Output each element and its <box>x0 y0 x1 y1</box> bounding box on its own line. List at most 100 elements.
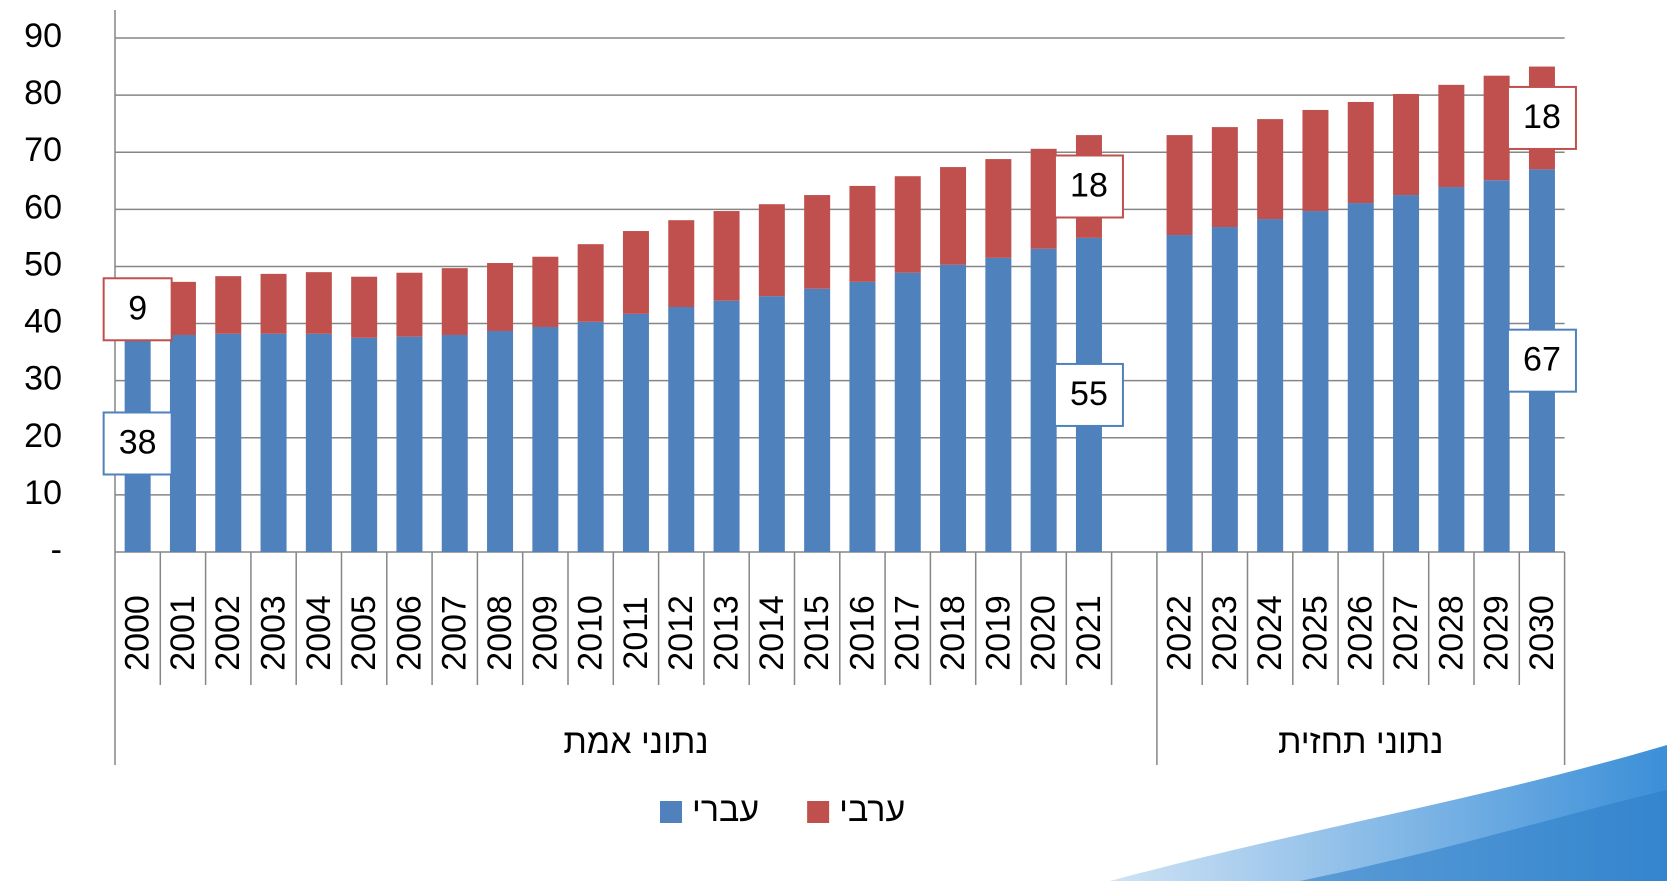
bar-segment <box>622 231 649 314</box>
bar-segment <box>758 204 785 297</box>
y-tick-label: 10 <box>24 474 62 512</box>
bar-segment <box>1166 135 1193 236</box>
y-tick-label: - <box>51 531 62 569</box>
bar-segment <box>1438 187 1465 552</box>
bar-segment <box>1302 211 1329 552</box>
bar-segment <box>1211 227 1238 552</box>
x-tick-label: 2030 <box>1523 595 1561 671</box>
data-label-box <box>1053 154 1124 219</box>
x-tick-label: 2012 <box>662 595 700 671</box>
bar-segment <box>1030 148 1057 249</box>
data-label: 38 <box>102 411 173 476</box>
bar-segment <box>758 296 785 552</box>
bar-segment <box>849 281 876 552</box>
bar-segment <box>351 337 378 552</box>
legend-label: ערבי <box>839 791 905 829</box>
bar-segment <box>668 220 695 307</box>
bar-segment <box>487 330 514 552</box>
bar-segment <box>668 306 695 552</box>
x-tick-label: 2024 <box>1251 595 1289 671</box>
data-label-box <box>1506 85 1577 150</box>
group-label: נתוני תחזית <box>1278 723 1444 761</box>
y-tick-label: 20 <box>24 417 62 455</box>
bar-segment <box>1438 84 1465 188</box>
bar-segment <box>894 272 921 552</box>
bar-segment <box>577 321 604 552</box>
bar-segment <box>532 326 559 552</box>
data-label-text: 38 <box>119 423 157 461</box>
data-label: 18 <box>1053 154 1124 219</box>
bar-segment <box>1030 248 1057 553</box>
legend-swatch <box>660 801 682 823</box>
bar-segment <box>1257 219 1284 552</box>
x-tick-label: 2022 <box>1161 595 1199 671</box>
data-label-text: 18 <box>1070 166 1108 204</box>
bar-segment <box>169 334 196 552</box>
bar-segment <box>985 257 1012 552</box>
bar-segment <box>396 336 423 552</box>
x-tick-label: 2019 <box>979 595 1017 671</box>
data-label: 18 <box>1506 85 1577 150</box>
x-tick-label: 2014 <box>753 595 791 671</box>
x-tick-label: 2015 <box>798 595 836 671</box>
bar-segment <box>985 159 1012 258</box>
bar-segment <box>713 300 740 552</box>
x-tick-label: 2020 <box>1025 595 1063 671</box>
data-label: 9 <box>102 277 173 342</box>
data-label-text: 67 <box>1523 341 1561 379</box>
bar-segment <box>940 264 967 552</box>
decoration <box>1300 790 1667 881</box>
x-tick-label: 2006 <box>390 595 428 671</box>
x-tick-label: 2010 <box>572 595 610 671</box>
bar-segment <box>894 176 921 273</box>
x-tick-label: 2011 <box>617 596 655 669</box>
data-label: 67 <box>1506 328 1577 393</box>
data-label-text: 18 <box>1523 98 1561 136</box>
x-tick-label: 2021 <box>1070 595 1108 671</box>
x-tick-label: 2007 <box>436 595 474 671</box>
bar-segment <box>1393 195 1420 553</box>
bar-segment <box>713 211 740 301</box>
data-label-text: 55 <box>1070 375 1108 413</box>
x-tick-label: 2008 <box>481 595 519 671</box>
x-tick-label: 2029 <box>1478 595 1516 671</box>
x-tick-label: 2028 <box>1432 595 1470 671</box>
x-tick-label: 2027 <box>1387 595 1425 671</box>
x-tick-label: 2018 <box>934 595 972 671</box>
x-tick-label: 2017 <box>889 595 927 671</box>
x-tick-label: 2000 <box>119 595 157 671</box>
bar-segment <box>1257 119 1284 220</box>
x-tick-label: 2005 <box>345 595 383 671</box>
x-tick-label: 2003 <box>255 595 293 671</box>
data-label-text: 9 <box>128 289 147 327</box>
bar-segment <box>441 268 468 335</box>
bar-segment <box>940 167 967 265</box>
bar-segment <box>487 263 514 331</box>
bar-segment <box>215 333 242 552</box>
bar-segment <box>804 288 831 552</box>
x-tick-label: 2004 <box>300 595 338 671</box>
y-tick-label: 40 <box>24 303 62 341</box>
bar-segment <box>396 272 423 337</box>
bar-segment <box>1347 101 1374 204</box>
legend-label: עברי <box>692 791 759 829</box>
data-label-box <box>102 411 173 476</box>
bar-segment <box>305 272 332 334</box>
bar-segment <box>577 244 604 322</box>
data-label-box <box>102 277 173 342</box>
data-label-box <box>1053 362 1124 427</box>
bar-segment <box>622 313 649 552</box>
y-tick-label: 60 <box>24 188 62 226</box>
bar-segment <box>1483 180 1510 552</box>
bar-segment <box>441 334 468 552</box>
x-tick-label: 2025 <box>1296 595 1334 671</box>
x-tick-label: 2026 <box>1342 595 1380 671</box>
bar-segment <box>169 281 196 335</box>
bar-segment <box>305 333 332 552</box>
bar-segment <box>351 276 378 338</box>
bar-segment <box>1302 109 1329 212</box>
bar-segment <box>804 195 831 289</box>
bar-segment <box>1211 127 1238 228</box>
x-tick-label: 2023 <box>1206 595 1244 671</box>
